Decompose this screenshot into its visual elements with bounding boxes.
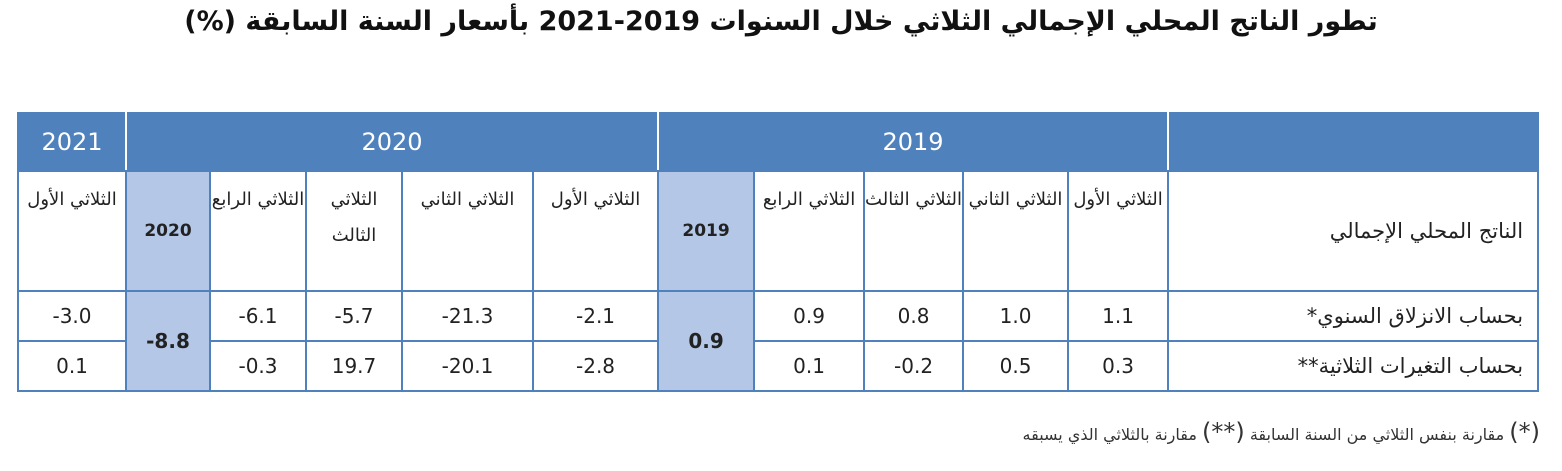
col-2019-q2: الثلاثي الثاني xyxy=(962,170,1070,292)
footnote: (*) مقارنة بنفس الثلاثي من السنة السابقة… xyxy=(0,418,1540,446)
year-header-2019: 2019 xyxy=(657,112,1170,172)
cell-2020-q2: -21.3 xyxy=(401,290,534,342)
row-header-gdp: الناتج المحلي الإجمالي xyxy=(1167,170,1540,292)
cell-2019-q4: 0.9 xyxy=(753,290,866,342)
col-2020-q3: الثلاثي الثالث xyxy=(305,170,403,292)
cell-2019-annual: 0.9 xyxy=(657,290,756,392)
cell-2020-q4: -0.3 xyxy=(209,340,307,392)
footnote-text-1: مقارنة بنفس الثلاثي من السنة السابقة xyxy=(1249,425,1505,444)
table-row: 0.1 -0.3 19.7 -20.1 -2.8 0.1 -0.2 0.5 0.… xyxy=(17,340,1540,392)
cell-2019-q3: 0.8 xyxy=(863,290,965,342)
cell-2019-q2: 0.5 xyxy=(962,340,1070,392)
col-2020-q2: الثلاثي الثاني xyxy=(401,170,534,292)
col-2019-q3: الثلاثي الثالث xyxy=(863,170,965,292)
footnote-marker-1: (*) xyxy=(1509,418,1540,446)
cell-2020-q4: -6.1 xyxy=(209,290,307,342)
cell-2020-q1: -2.1 xyxy=(531,290,660,342)
footnote-text-2: مقارنة بالثلاثي الذي يسبقه xyxy=(1022,425,1197,444)
cell-2019-q1: 1.1 xyxy=(1067,290,1170,342)
cell-2021-q1: 0.1 xyxy=(17,340,127,392)
cell-2019-q4: 0.1 xyxy=(753,340,866,392)
cell-2020-q3: -5.7 xyxy=(305,290,403,342)
col-2020-annual: 2020 xyxy=(125,170,211,292)
col-2019-q4: الثلاثي الرابع xyxy=(753,170,866,292)
col-2019-annual: 2019 xyxy=(657,170,756,292)
year-header-2020: 2020 xyxy=(124,112,660,172)
row-label-annual: بحساب الانزلاق السنوي* xyxy=(1167,290,1540,342)
cell-2019-q3: -0.2 xyxy=(863,340,965,392)
col-2021-q1: الثلاثي الأول xyxy=(17,170,127,292)
col-2020-q1: الثلاثي الأول xyxy=(531,170,660,292)
cell-2020-q3: 19.7 xyxy=(305,340,403,392)
col-2020-q4: الثلاثي الرابع xyxy=(209,170,307,292)
cell-2021-q1: -3.0 xyxy=(17,290,127,342)
cell-2019-q2: 1.0 xyxy=(962,290,1070,342)
footnote-marker-2: (**) xyxy=(1202,418,1245,446)
table-row: -3.0 -8.8 -6.1 -5.7 -21.3 -2.1 0.9 0.9 0… xyxy=(17,290,1540,392)
row-label-quarterly: بحساب التغيرات الثلاثية** xyxy=(1167,340,1540,392)
year-header-2021: 2021 xyxy=(17,112,127,172)
page-title: تطور الناتج المحلي الإجمالي الثلاثي خلال… xyxy=(184,6,1378,37)
gdp-table: 2021 2020 2019 الثلاثي الأول 2020 الثلاث… xyxy=(17,112,1540,392)
cell-2020-annual: -8.8 xyxy=(125,290,211,392)
col-2019-q1: الثلاثي الأول xyxy=(1067,170,1170,292)
cell-2020-q2: -20.1 xyxy=(401,340,534,392)
year-header-blank xyxy=(1167,112,1540,172)
cell-2020-q1: -2.8 xyxy=(531,340,660,392)
cell-2019-q1: 0.3 xyxy=(1067,340,1170,392)
